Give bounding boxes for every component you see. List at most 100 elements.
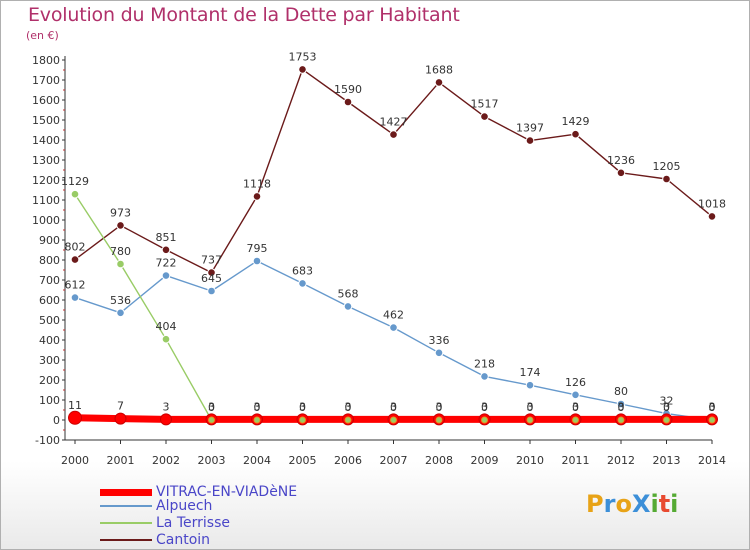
data-label: 645 [201, 272, 222, 285]
data-point [161, 271, 171, 280]
x-tick-label: 2008 [425, 454, 453, 467]
data-point [116, 308, 125, 318]
chart-unit: (en €) [26, 29, 59, 42]
y-tick-label: 1300 [32, 154, 60, 167]
legend-item: La Terrisse [100, 515, 360, 532]
legend-item: Cantoin [100, 532, 360, 549]
legend-swatch [100, 522, 152, 524]
data-label: 174 [520, 366, 541, 379]
data-label: 0 [709, 401, 716, 414]
data-label: 3 [208, 400, 215, 413]
y-tick-label: 600 [39, 294, 60, 307]
y-tick-label: 100 [39, 394, 60, 407]
data-label: 1429 [562, 115, 590, 128]
data-point [207, 268, 216, 277]
data-label: 3 [254, 400, 261, 413]
data-point [480, 372, 489, 381]
data-label: 0 [436, 401, 443, 414]
logo-letter: X [631, 490, 651, 518]
y-tick-label: 1000 [32, 214, 60, 227]
data-point [708, 416, 716, 424]
legend-label: Cantoin [156, 532, 211, 548]
y-tick-label: 1200 [32, 174, 60, 187]
data-point [390, 416, 397, 424]
y-tick-label: 1600 [32, 94, 60, 107]
data-label: 3 [436, 400, 443, 413]
y-tick-label: 1800 [32, 54, 60, 67]
x-tick-label: 2009 [471, 454, 499, 467]
x-tick-label: 2014 [698, 454, 726, 467]
data-label: 683 [292, 264, 313, 277]
data-label: 737 [201, 254, 222, 267]
data-label: 1129 [61, 175, 89, 188]
x-tick-label: 2002 [152, 454, 180, 467]
data-label: 3 [390, 400, 397, 413]
data-label: 3 [345, 400, 352, 413]
legend-swatch [100, 539, 152, 541]
y-tick-label: -100 [35, 434, 60, 447]
data-label: 1688 [425, 63, 453, 76]
data-point [662, 174, 671, 184]
data-label: 780 [110, 245, 131, 258]
data-label: 1018 [698, 197, 726, 210]
data-point [68, 410, 82, 425]
data-label: 851 [156, 231, 177, 244]
data-point [707, 212, 717, 221]
data-point [616, 168, 626, 178]
data-point [663, 416, 670, 424]
data-point [114, 412, 127, 425]
data-point [116, 259, 125, 269]
data-label: 0 [345, 401, 352, 414]
y-tick-label: 1100 [32, 194, 60, 207]
data-label: 32 [660, 395, 674, 408]
data-point [161, 334, 171, 344]
data-point [253, 416, 261, 424]
legend-label: La Terrisse [156, 515, 230, 531]
data-label: 0 [663, 401, 670, 414]
x-tick-label: 2006 [334, 454, 362, 467]
legend-item: Alpuech [100, 498, 360, 515]
data-point [70, 189, 80, 199]
data-point [299, 416, 306, 424]
data-point [343, 97, 353, 107]
proxiti-logo: ProXiti [586, 490, 678, 518]
data-point [572, 416, 579, 424]
data-point [481, 416, 488, 424]
data-label: 568 [338, 287, 359, 300]
data-point [389, 130, 398, 139]
data-label: 7 [117, 400, 124, 413]
data-label: 1397 [516, 122, 544, 135]
data-label: 1236 [607, 154, 635, 167]
x-tick-label: 2005 [289, 454, 317, 467]
data-label: 0 [254, 401, 261, 414]
data-label: 0 [481, 401, 488, 414]
legend-item: VITRAC-EN-VIADèNE [100, 484, 360, 500]
legend-swatch [100, 505, 152, 507]
logo-letter: i [650, 490, 659, 518]
y-tick-label: 0 [53, 414, 60, 427]
data-label: 0 [618, 401, 625, 414]
data-label: 1427 [380, 116, 408, 129]
y-tick-label: 1500 [32, 114, 60, 127]
data-point [617, 416, 625, 424]
legend-label: Alpuech [156, 498, 213, 514]
data-point [480, 112, 489, 121]
data-point [298, 279, 307, 288]
x-tick-label: 2011 [562, 454, 590, 467]
data-label: 3 [299, 400, 306, 413]
data-point [207, 286, 216, 296]
data-point [252, 192, 262, 201]
data-label: 1753 [289, 50, 317, 63]
data-point [298, 65, 307, 74]
data-label: 536 [110, 294, 131, 307]
x-tick-label: 2012 [607, 454, 635, 467]
data-label: 795 [247, 242, 268, 255]
data-point [571, 129, 580, 139]
data-label: 1590 [334, 83, 362, 96]
data-point [343, 302, 353, 311]
logo-letter: o [615, 490, 632, 518]
data-point [70, 255, 80, 264]
data-point [526, 416, 534, 424]
data-label: 802 [65, 241, 86, 254]
data-label: 612 [65, 279, 86, 292]
